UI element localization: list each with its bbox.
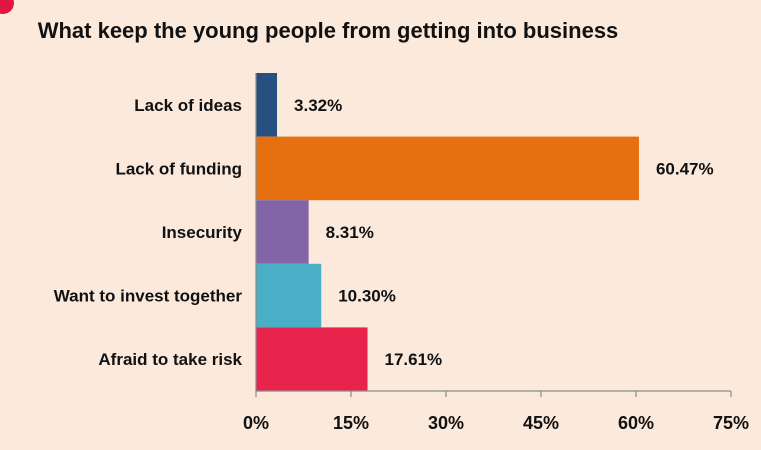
x-tick-label-2: 30% — [428, 413, 464, 433]
value-label-4: 17.61% — [385, 350, 443, 369]
value-label-0: 3.32% — [294, 96, 342, 115]
value-label-2: 8.31% — [326, 223, 374, 242]
bar-1 — [256, 136, 639, 201]
bar-2 — [256, 200, 309, 264]
bar-4 — [256, 327, 368, 391]
category-label-4: Afraid to take risk — [98, 350, 242, 369]
x-tick-label-5: 75% — [713, 413, 749, 433]
category-label-1: Lack of funding — [115, 159, 242, 178]
corner-decoration — [0, 0, 14, 14]
x-tick-label-4: 60% — [618, 413, 654, 433]
x-tick-label-1: 15% — [333, 413, 369, 433]
chart-title: What keep the young people from getting … — [37, 18, 619, 43]
value-label-3: 10.30% — [338, 287, 396, 306]
x-tick-label-0: 0% — [243, 413, 269, 433]
x-tick-label-3: 45% — [523, 413, 559, 433]
category-label-2: Insecurity — [162, 223, 243, 242]
bar-0 — [256, 73, 278, 137]
category-label-0: Lack of ideas — [134, 96, 242, 115]
bar-3 — [256, 263, 322, 328]
value-label-1: 60.47% — [656, 159, 714, 178]
category-label-3: Want to invest together — [54, 287, 243, 306]
